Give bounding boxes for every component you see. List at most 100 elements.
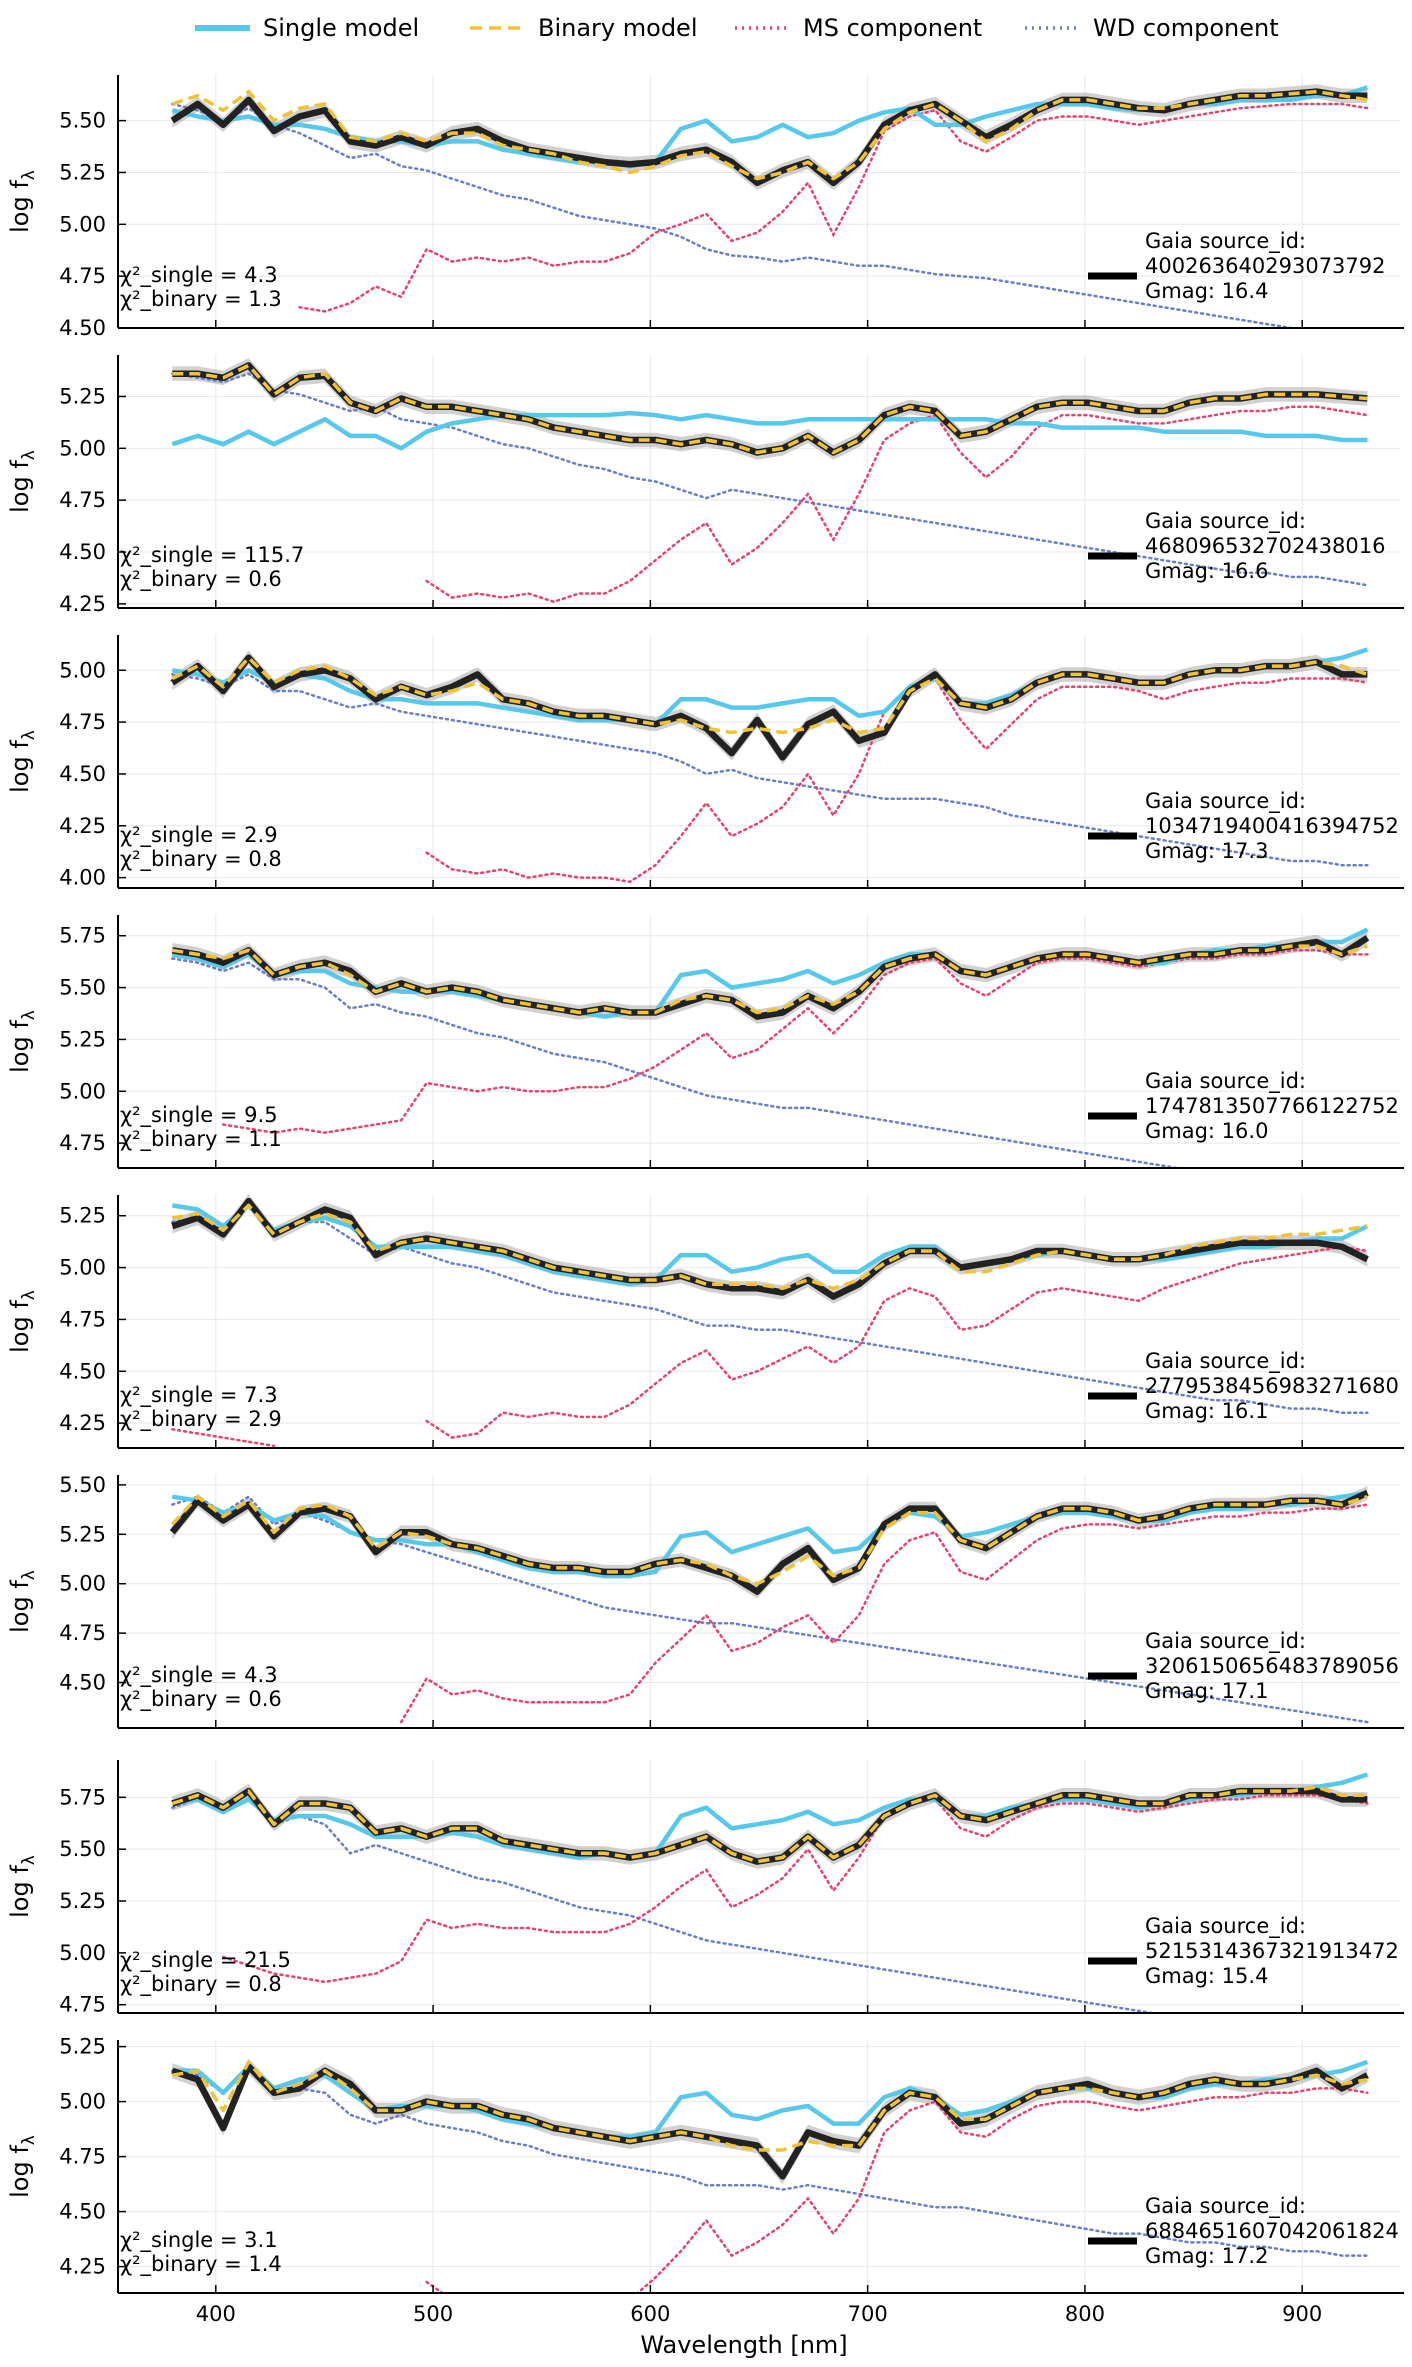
legend-item-binary-model: Binary model bbox=[470, 14, 697, 42]
observed-spectrum-line bbox=[172, 362, 1368, 456]
chi-binary-annotation: χ²_binary = 0.6 bbox=[120, 1687, 282, 1712]
gmag-label: Gmag: 16.6 bbox=[1145, 559, 1268, 583]
y-tick-label: 5.00 bbox=[59, 1941, 106, 1965]
y-tick-label: 4.75 bbox=[59, 1993, 106, 2017]
y-tick-label: 5.50 bbox=[59, 1473, 106, 1497]
y-tick-label: 5.50 bbox=[59, 109, 106, 133]
chi-binary-annotation: χ²_binary = 1.1 bbox=[120, 1127, 282, 1152]
x-tick-label: 900 bbox=[1282, 2302, 1322, 2326]
y-tick-label: 4.50 bbox=[59, 762, 106, 786]
chi-single-annotation: χ²_single = 2.9 bbox=[120, 823, 278, 848]
wd-component-line bbox=[171, 672, 1369, 867]
y-tick-label: 5.00 bbox=[59, 1079, 106, 1103]
y-axis-label: log fλ bbox=[6, 1010, 39, 1073]
y-tick-label: 5.50 bbox=[59, 976, 106, 1000]
y-tick-label: 4.50 bbox=[59, 540, 106, 564]
legend-item-ms-component: MS component bbox=[735, 14, 982, 42]
chi-binary-annotation: χ²_binary = 2.9 bbox=[120, 1407, 282, 1432]
y-axis-label: log fλ bbox=[6, 730, 39, 793]
gmag-label: Gmag: 17.3 bbox=[1145, 839, 1268, 863]
x-tick-label: 500 bbox=[413, 2302, 453, 2326]
source-id-value: 2779538456983271680 bbox=[1145, 1374, 1399, 1398]
binary-model-line bbox=[171, 656, 1368, 735]
x-axis-label: Wavelength [nm] bbox=[640, 2331, 847, 2359]
binary-model-line bbox=[172, 2060, 1368, 2152]
ms-component-line bbox=[399, 1503, 1369, 1724]
wd-component-line bbox=[171, 1797, 1159, 2013]
y-tick-label: 4.50 bbox=[59, 1671, 106, 1695]
y-tick-label: 4.50 bbox=[59, 316, 106, 340]
y-tick-label: 4.75 bbox=[59, 488, 106, 512]
y-tick-label: 5.25 bbox=[59, 160, 106, 184]
legend-label: Single model bbox=[263, 14, 419, 42]
y-axis-label: log fλ bbox=[6, 170, 39, 233]
y-tick-label: 4.75 bbox=[59, 710, 106, 734]
y-tick-label: 4.50 bbox=[59, 2200, 106, 2224]
y-tick-label: 4.75 bbox=[59, 1621, 106, 1645]
y-tick-label: 5.25 bbox=[59, 1027, 106, 1051]
y-tick-label: 5.00 bbox=[59, 212, 106, 236]
ms-component-line bbox=[298, 102, 1369, 313]
source-id-value: 1034719400416394752 bbox=[1145, 814, 1399, 838]
panel-1: 4.50 4.75 5.00 5.25 5.50 log fλ χ²_single = 4.… bbox=[6, 75, 1404, 340]
observed-spectrum-line bbox=[171, 2063, 1369, 2180]
observed-spectrum-line bbox=[170, 654, 1368, 761]
legend: Single model Binary model MS component WD c… bbox=[195, 14, 1279, 42]
source-id-label: Gaia source_id: bbox=[1145, 1349, 1306, 1374]
binary-model-line bbox=[171, 1785, 1368, 1864]
y-tick-label: 4.75 bbox=[59, 264, 106, 288]
panel-2: 4.25 4.50 4.75 5.00 5.25 log fλ χ²_single = 11… bbox=[6, 355, 1404, 616]
panel-3: 4.00 4.25 4.50 4.75 5.00 log fλ χ²_single = 2.… bbox=[6, 635, 1404, 890]
y-axis-label: log fλ bbox=[6, 1570, 39, 1633]
source-id-value: 6884651607042061824 bbox=[1145, 2219, 1399, 2243]
source-id-label: Gaia source_id: bbox=[1145, 1629, 1306, 1654]
observed-spectrum-line bbox=[170, 88, 1368, 187]
grid bbox=[118, 2040, 1400, 2293]
y-axis-label: log fλ bbox=[6, 2135, 39, 2198]
source-id-value: 468096532702438016 bbox=[1145, 534, 1386, 558]
gmag-label: Gmag: 16.4 bbox=[1145, 279, 1268, 303]
source-id-label: Gaia source_id: bbox=[1145, 229, 1306, 254]
y-tick-label: 5.00 bbox=[59, 436, 106, 460]
y-tick-label: 4.25 bbox=[59, 814, 106, 838]
panel-7: 4.75 5.00 5.25 5.50 5.75 log fλ χ²_single = 21… bbox=[6, 1760, 1404, 2017]
y-tick-label: 5.75 bbox=[59, 924, 106, 948]
y-tick-label: 5.25 bbox=[59, 1889, 106, 1913]
y-tick-label: 4.00 bbox=[59, 866, 106, 890]
source-id-value: 400263640293073792 bbox=[1145, 254, 1386, 278]
y-tick-label: 4.75 bbox=[59, 2145, 106, 2169]
ms-component-line bbox=[171, 1245, 1369, 1448]
source-id-value: 1747813507766122752 bbox=[1145, 1094, 1399, 1118]
y-tick-label: 5.25 bbox=[59, 2035, 106, 2059]
legend-item-single-model: Single model bbox=[195, 14, 419, 42]
y-tick-label: 5.00 bbox=[59, 1256, 106, 1280]
y-tick-label: 5.00 bbox=[59, 2090, 106, 2114]
source-id-label: Gaia source_id: bbox=[1145, 1914, 1306, 1939]
chi-single-annotation: χ²_single = 4.3 bbox=[120, 263, 278, 288]
gmag-label: Gmag: 16.0 bbox=[1145, 1119, 1268, 1143]
wd-component-line bbox=[171, 957, 1185, 1168]
chi-binary-annotation: χ²_binary = 0.6 bbox=[120, 567, 282, 592]
y-tick-label: 4.25 bbox=[59, 592, 106, 616]
y-tick-label: 4.25 bbox=[59, 2255, 106, 2279]
grid bbox=[118, 1195, 1400, 1448]
y-axis-label: log fλ bbox=[6, 450, 39, 513]
x-tick-label: 600 bbox=[630, 2302, 670, 2326]
wd-component-line bbox=[171, 102, 1299, 328]
legend-label: WD component bbox=[1093, 14, 1279, 42]
single-model-line bbox=[171, 1490, 1368, 1579]
chi-single-annotation: χ²_single = 4.3 bbox=[120, 1663, 278, 1688]
single-model-line bbox=[172, 2059, 1369, 2140]
chi-binary-annotation: χ²_binary = 0.8 bbox=[120, 1972, 282, 1997]
chi-single-annotation: χ²_single = 115.7 bbox=[120, 543, 304, 568]
panel-4: 4.75 5.00 5.25 5.50 5.75 log fλ χ²_single = 9.… bbox=[6, 915, 1404, 1169]
binary-model-line bbox=[171, 89, 1368, 181]
y-tick-label: 4.50 bbox=[59, 1359, 106, 1383]
ms-component-line bbox=[221, 1794, 1369, 1984]
wd-component-line bbox=[171, 2064, 1369, 2257]
chi-single-annotation: χ²_single = 7.3 bbox=[120, 1383, 278, 1408]
source-id-label: Gaia source_id: bbox=[1145, 789, 1306, 814]
panel-5: 4.25 4.50 4.75 5.00 5.25 log fλ χ²_single = 7.… bbox=[6, 1195, 1404, 1449]
y-tick-label: 4.25 bbox=[59, 1411, 106, 1435]
y-tick-label: 5.00 bbox=[59, 658, 106, 682]
